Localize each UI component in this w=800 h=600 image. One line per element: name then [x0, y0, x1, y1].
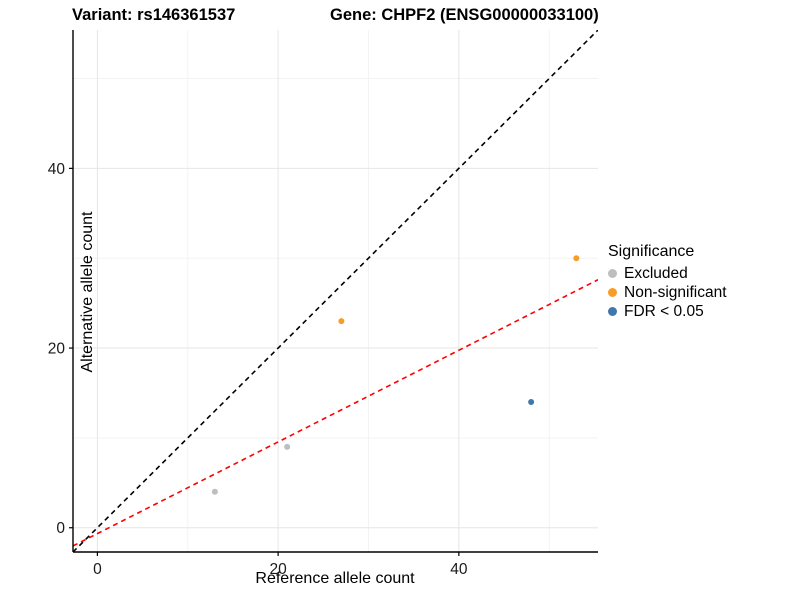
y-tick-label: 40	[48, 161, 66, 178]
legend-item-fdr: FDR < 0.05	[608, 302, 727, 321]
y-tick-label: 0	[56, 520, 65, 537]
y-axis-title: Alternative allele count	[79, 211, 96, 373]
data-point	[211, 488, 218, 495]
legend-item-label: Excluded	[624, 264, 688, 282]
legend-item-label: Non-significant	[624, 283, 727, 301]
legend-item-label: FDR < 0.05	[624, 302, 704, 320]
x-tick-label: 40	[450, 561, 468, 578]
identity-line	[73, 30, 598, 552]
gene-title: Gene: CHPF2 (ENSG00000033100)	[330, 6, 599, 24]
non-significant-dot-icon	[608, 288, 617, 297]
y-tick-label: 20	[48, 341, 66, 358]
data-point	[573, 255, 580, 262]
x-axis-title: Reference allele count	[255, 570, 415, 587]
legend: Significance Excluded Non-significant FD…	[608, 243, 727, 321]
variant-title: Variant: rs146361537	[72, 6, 236, 24]
fdr-dot-icon	[608, 307, 617, 316]
legend-title: Significance	[608, 243, 695, 260]
excluded-dot-icon	[608, 269, 617, 278]
x-tick-label: 0	[93, 561, 102, 578]
legend-item-non-significant: Non-significant	[608, 283, 727, 302]
x-tick-label: 20	[269, 561, 287, 578]
data-point	[528, 398, 535, 405]
data-point	[338, 318, 345, 325]
legend-item-excluded: Excluded	[608, 264, 727, 283]
fit-line	[73, 279, 598, 547]
data-point	[284, 443, 291, 450]
